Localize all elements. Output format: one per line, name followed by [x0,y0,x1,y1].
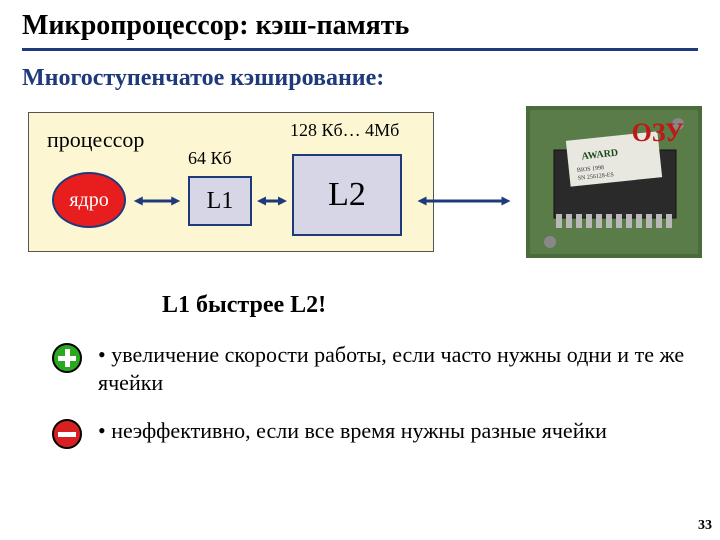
l1-node: L1 [188,176,252,226]
speed-statement: L1 быстрее L2! [22,292,698,319]
processor-label: процессор [47,127,144,153]
l1-size-label: 64 Кб [188,148,232,169]
bullet-minus: • неэффективно, если все время нужны раз… [52,417,698,445]
bullet-plus: • увеличение скорости работы, если часто… [52,341,698,397]
arrow-core-l1 [126,195,188,207]
cache-diagram: AWARD BIOS 1998 SN 256128-ES ОЗУ процесс… [22,106,698,276]
subtitle: Многоступенчатое кэширование: [22,65,698,92]
l2-size-label: 128 Кб… 4Мб [290,120,399,141]
bullet-plus-text: увеличение скорости работы, если часто н… [98,342,684,395]
plus-icon [52,343,82,373]
minus-icon [52,419,82,449]
arrow-l1-l2 [252,195,292,207]
arrow-l2-ram [402,195,526,207]
l2-node: L2 [292,154,402,236]
core-node: ядро [52,172,126,228]
bullet-list: • увеличение скорости работы, если часто… [22,341,698,445]
page-title: Микропроцессор: кэш-память [22,10,698,51]
ram-label: ОЗУ [632,118,684,148]
page-number: 33 [698,518,712,534]
bullet-minus-text: неэффективно, если все время нужны разны… [111,418,607,443]
